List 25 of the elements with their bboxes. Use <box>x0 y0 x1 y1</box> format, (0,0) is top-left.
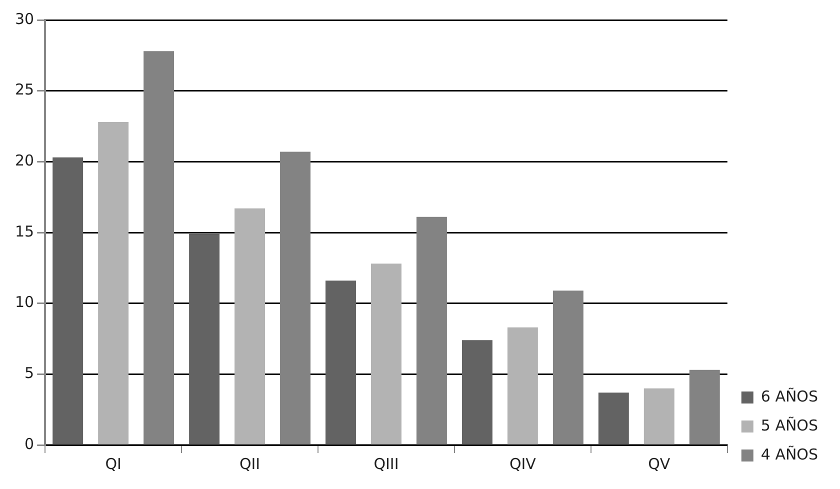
x-tick-label: QI <box>105 454 122 473</box>
bar <box>462 340 492 444</box>
legend-label: 6 AÑOS <box>760 387 818 406</box>
y-tick-label: 5 <box>24 364 34 382</box>
y-tick-label: 10 <box>14 293 34 312</box>
y-tick-label: 0 <box>24 434 34 453</box>
y-tick-label: 15 <box>14 222 34 240</box>
x-tick-label: QV <box>648 454 671 473</box>
x-tick-label: QIV <box>509 454 537 473</box>
bar <box>370 264 402 444</box>
x-tick-label: QIII <box>374 454 399 473</box>
y-tick-label: 30 <box>14 10 34 28</box>
y-tick-label: 20 <box>14 152 34 170</box>
bar <box>507 327 538 444</box>
bar <box>189 234 220 444</box>
bar <box>326 280 356 444</box>
bar <box>234 208 266 444</box>
bar <box>98 122 129 444</box>
bar <box>598 392 629 444</box>
x-tick-label: QII <box>239 454 260 473</box>
y-tick-label: 25 <box>14 80 34 99</box>
legend-label: 4 AÑOS <box>760 445 818 464</box>
bar <box>644 388 674 444</box>
legend-label: 5 AÑOS <box>760 416 818 434</box>
bar <box>52 157 84 444</box>
